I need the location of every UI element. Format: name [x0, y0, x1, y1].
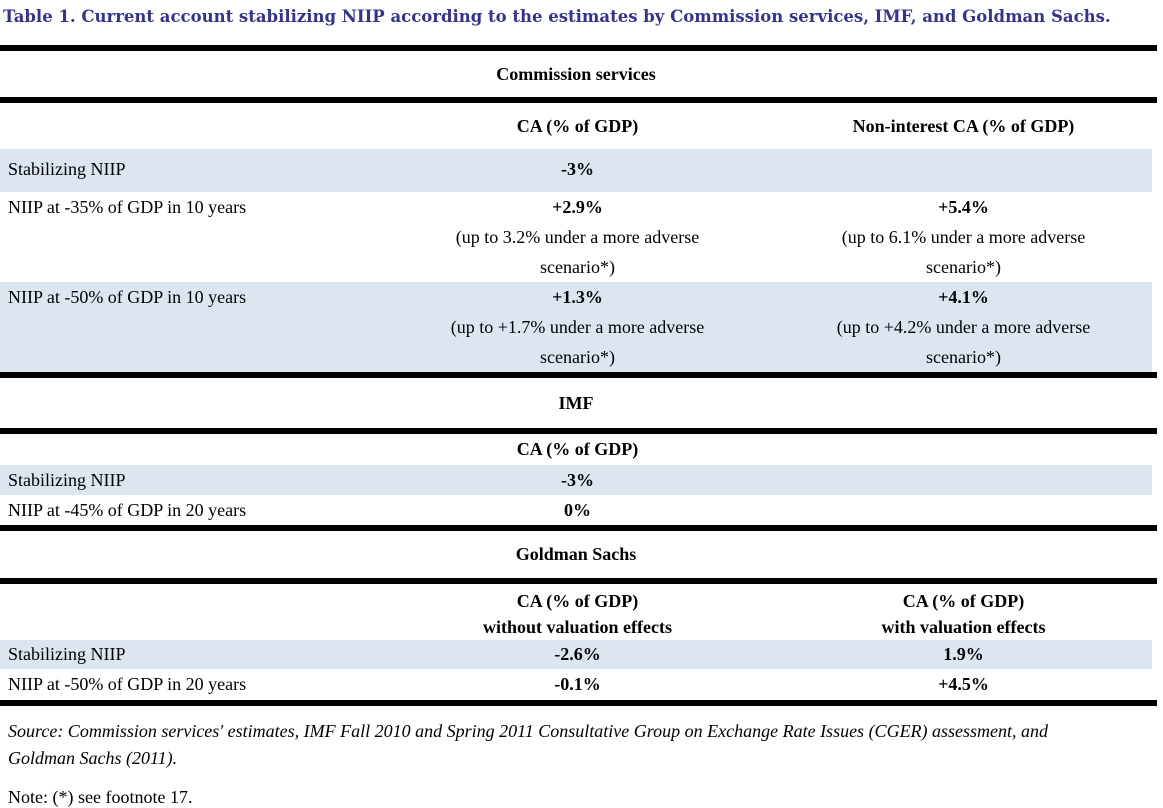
row-label: NIIP at -45% of GDP in 20 years — [8, 500, 247, 520]
value-cell: -3% — [561, 470, 594, 490]
value-cell: 0% — [564, 500, 591, 520]
column-header-line: with valuation effects — [881, 617, 1046, 637]
column-header-row: CA (% of GDP) — [0, 434, 1152, 465]
horizontal-rule — [0, 428, 1157, 434]
value-main: +4.1% — [938, 287, 989, 307]
horizontal-rule — [0, 525, 1157, 531]
horizontal-rule — [0, 45, 1157, 51]
table-row: Stabilizing NIIP -2.6% 1.9% — [0, 640, 1152, 669]
row-label: NIIP at -50% of GDP in 10 years — [8, 287, 247, 307]
row-label: Stabilizing NIIP — [8, 159, 126, 179]
table-row: NIIP at -35% of GDP in 10 years +2.9% (u… — [0, 192, 1152, 282]
column-header-ca-with-valuation: CA (% of GDP) with valuation effects — [775, 588, 1152, 640]
table-row: Stabilizing NIIP -3% — [0, 149, 1152, 192]
row-label: Stabilizing NIIP — [8, 644, 126, 664]
row-label: NIIP at -50% of GDP in 20 years — [8, 674, 247, 694]
horizontal-rule — [0, 372, 1157, 378]
column-header-line: CA (% of GDP) — [902, 591, 1025, 611]
column-header-noninterest-ca: Non-interest CA (% of GDP) — [852, 116, 1075, 136]
row-label: Stabilizing NIIP — [8, 470, 126, 490]
value-main: +2.9% — [552, 197, 603, 217]
value-cell: -3% — [561, 159, 594, 179]
value-cell — [775, 465, 1152, 495]
table-row: NIIP at -50% of GDP in 10 years +1.3% (u… — [0, 282, 1152, 372]
column-header-row: CA (% of GDP) without valuation effects … — [0, 584, 1152, 640]
row-label: NIIP at -35% of GDP in 10 years — [8, 197, 247, 217]
section-title-imf: IMF — [558, 392, 594, 413]
horizontal-rule — [0, 700, 1157, 706]
section-title-commission-services: Commission services — [496, 63, 656, 84]
table-row: Stabilizing NIIP -3% — [0, 465, 1152, 495]
value-cell: -0.1% — [554, 674, 601, 694]
column-header-empty — [775, 434, 1152, 465]
value-main: +5.4% — [938, 197, 989, 217]
value-note: (up to +4.2% under a more adverse scenar… — [836, 317, 1091, 367]
value-cell: +4.1% (up to +4.2% under a more adverse … — [775, 282, 1152, 372]
value-cell: +5.4% (up to 6.1% under a more adverse s… — [775, 192, 1152, 282]
table-row: NIIP at -50% of GDP in 20 years -0.1% +4… — [0, 669, 1152, 700]
value-main: +1.3% — [552, 287, 603, 307]
value-cell: +1.3% (up to +1.7% under a more adverse … — [380, 282, 775, 372]
value-cell: +2.9% (up to 3.2% under a more adverse s… — [380, 192, 775, 282]
column-header-empty — [0, 434, 380, 465]
table-caption: Table 1. Current account stabilizing NII… — [3, 7, 1111, 26]
column-header-row: CA (% of GDP) Non-interest CA (% of GDP) — [0, 103, 1152, 149]
value-cell — [775, 495, 1152, 525]
column-header-empty — [0, 112, 380, 149]
value-cell — [775, 154, 1152, 192]
column-header-ca: CA (% of GDP) — [516, 116, 639, 136]
column-header-empty — [0, 588, 380, 640]
source-note: Source: Commission services' estimates, … — [8, 721, 1049, 768]
column-header-line: without valuation effects — [483, 617, 672, 637]
column-header-line: CA (% of GDP) — [516, 591, 639, 611]
value-note: (up to +1.7% under a more adverse scenar… — [450, 317, 705, 367]
value-cell: +4.5% — [938, 674, 989, 694]
footnote-reference: Note: (*) see footnote 17. — [8, 787, 193, 807]
value-note: (up to 6.1% under a more adverse scenari… — [841, 227, 1086, 277]
column-header-ca-without-valuation: CA (% of GDP) without valuation effects — [380, 588, 775, 640]
column-header-ca: CA (% of GDP) — [516, 439, 639, 459]
horizontal-rule — [0, 578, 1157, 584]
value-note: (up to 3.2% under a more adverse scenari… — [455, 227, 700, 277]
value-cell: -2.6% — [554, 644, 601, 664]
section-title-goldman-sachs: Goldman Sachs — [515, 544, 637, 564]
table-row: NIIP at -45% of GDP in 20 years 0% — [0, 495, 1152, 525]
horizontal-rule — [0, 97, 1157, 103]
value-cell: 1.9% — [943, 644, 984, 664]
